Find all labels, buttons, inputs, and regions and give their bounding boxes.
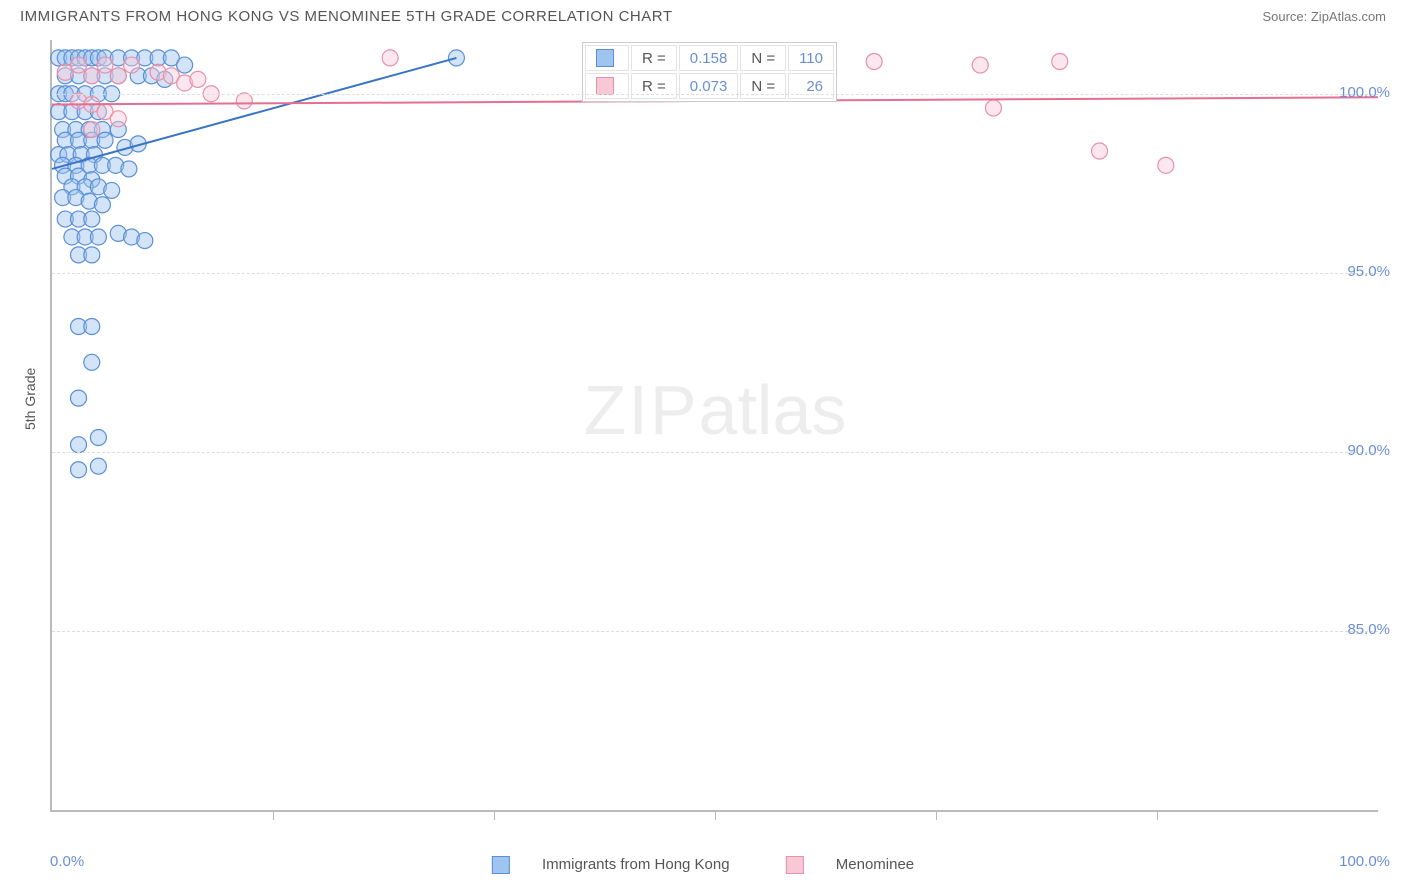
data-point: [84, 354, 100, 370]
gridline-h: [52, 273, 1378, 274]
legend-swatch: [596, 49, 614, 67]
data-point: [190, 71, 206, 87]
legend-stat-row: R =0.073N =26: [585, 73, 834, 99]
data-point: [110, 111, 126, 127]
legend-n-value: 110: [788, 45, 834, 71]
legend-r-label: R =: [631, 73, 677, 99]
data-point: [448, 50, 464, 66]
data-point: [90, 229, 106, 245]
legend-item-label: Menominee: [836, 856, 914, 873]
legend-bottom: Immigrants from Hong Kong Menominee: [464, 856, 942, 874]
data-point: [94, 197, 110, 213]
data-point: [71, 462, 87, 478]
gridline-h: [52, 452, 1378, 453]
data-point: [177, 57, 193, 73]
y-tick-label: 95.0%: [1347, 263, 1390, 280]
x-minor-tick: [715, 810, 716, 820]
x-tick-label: 0.0%: [50, 853, 84, 870]
data-point: [71, 57, 87, 73]
source-label: Source: ZipAtlas.com: [1262, 9, 1386, 24]
data-point: [84, 68, 100, 84]
title-bar: IMMIGRANTS FROM HONG KONG VS MENOMINEE 5…: [0, 0, 1406, 31]
data-point: [110, 68, 126, 84]
legend-swatch: [492, 856, 510, 874]
legend-stats-body: R =0.158N =110R =0.073N =26: [585, 45, 834, 99]
legend-n-label: N =: [740, 73, 786, 99]
legend-n-label: N =: [740, 45, 786, 71]
y-tick-label: 100.0%: [1339, 84, 1390, 101]
legend-item: Menominee: [772, 856, 929, 873]
data-point: [1052, 53, 1068, 69]
legend-swatch: [596, 77, 614, 95]
legend-item-label: Immigrants from Hong Kong: [542, 856, 730, 873]
y-tick-label: 90.0%: [1347, 442, 1390, 459]
x-minor-tick: [273, 810, 274, 820]
data-point: [121, 161, 137, 177]
scatter-svg: [52, 40, 1378, 810]
data-point: [84, 319, 100, 335]
data-point: [866, 53, 882, 69]
data-point: [97, 132, 113, 148]
legend-r-value: 0.158: [679, 45, 739, 71]
data-point: [1158, 157, 1174, 173]
legend-swatch-cell: [585, 73, 629, 99]
x-tick-label: 100.0%: [1339, 853, 1390, 870]
chart-plot-area: ZIPatlas R =0.158N =110R =0.073N =26: [50, 40, 1378, 812]
y-tick-label: 85.0%: [1347, 621, 1390, 638]
data-point: [71, 390, 87, 406]
data-point: [84, 122, 100, 138]
data-point: [1092, 143, 1108, 159]
x-minor-tick: [936, 810, 937, 820]
data-point: [382, 50, 398, 66]
legend-swatch: [786, 856, 804, 874]
legend-swatch-cell: [585, 45, 629, 71]
legend-stat-row: R =0.158N =110: [585, 45, 834, 71]
data-point: [124, 57, 140, 73]
data-point: [985, 100, 1001, 116]
data-point: [71, 437, 87, 453]
data-point: [137, 233, 153, 249]
data-point: [90, 458, 106, 474]
gridline-h: [52, 631, 1378, 632]
data-point: [84, 211, 100, 227]
data-point: [104, 182, 120, 198]
data-point: [90, 430, 106, 446]
legend-r-label: R =: [631, 45, 677, 71]
gridline-h: [52, 94, 1378, 95]
chart-title: IMMIGRANTS FROM HONG KONG VS MENOMINEE 5…: [20, 8, 673, 25]
data-point: [972, 57, 988, 73]
data-point: [84, 247, 100, 263]
data-point: [97, 57, 113, 73]
y-axis-label: 5th Grade: [22, 368, 38, 430]
x-minor-tick: [1157, 810, 1158, 820]
legend-r-value: 0.073: [679, 73, 739, 99]
x-minor-tick: [494, 810, 495, 820]
legend-n-value: 26: [788, 73, 834, 99]
legend-item: Immigrants from Hong Kong: [478, 856, 744, 873]
data-point: [236, 93, 252, 109]
